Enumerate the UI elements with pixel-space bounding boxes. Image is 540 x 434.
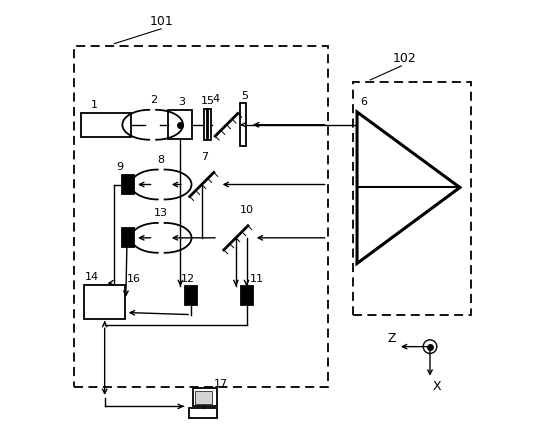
FancyBboxPatch shape [185, 286, 197, 306]
Text: 10: 10 [240, 205, 254, 215]
FancyBboxPatch shape [195, 391, 212, 404]
Text: 6: 6 [361, 97, 367, 107]
FancyBboxPatch shape [240, 286, 253, 306]
FancyBboxPatch shape [123, 175, 134, 195]
Text: 1: 1 [91, 99, 98, 109]
Text: 15: 15 [201, 96, 215, 106]
Text: Z: Z [387, 332, 396, 345]
Text: 5: 5 [241, 91, 248, 101]
Text: 17: 17 [214, 378, 228, 388]
Text: 13: 13 [154, 208, 168, 218]
Text: 101: 101 [150, 15, 173, 28]
Text: 14: 14 [85, 272, 99, 282]
Text: 2: 2 [150, 95, 158, 105]
Text: 12: 12 [180, 273, 195, 283]
Text: 8: 8 [158, 155, 165, 164]
Text: 7: 7 [201, 152, 208, 161]
FancyBboxPatch shape [240, 104, 246, 147]
FancyBboxPatch shape [123, 229, 134, 248]
Text: 4: 4 [212, 93, 219, 103]
Text: 11: 11 [250, 273, 264, 283]
Text: 9: 9 [116, 161, 123, 171]
Text: 102: 102 [393, 52, 416, 65]
Text: 16: 16 [126, 273, 140, 283]
Text: 3: 3 [178, 97, 185, 107]
Text: X: X [432, 379, 441, 392]
